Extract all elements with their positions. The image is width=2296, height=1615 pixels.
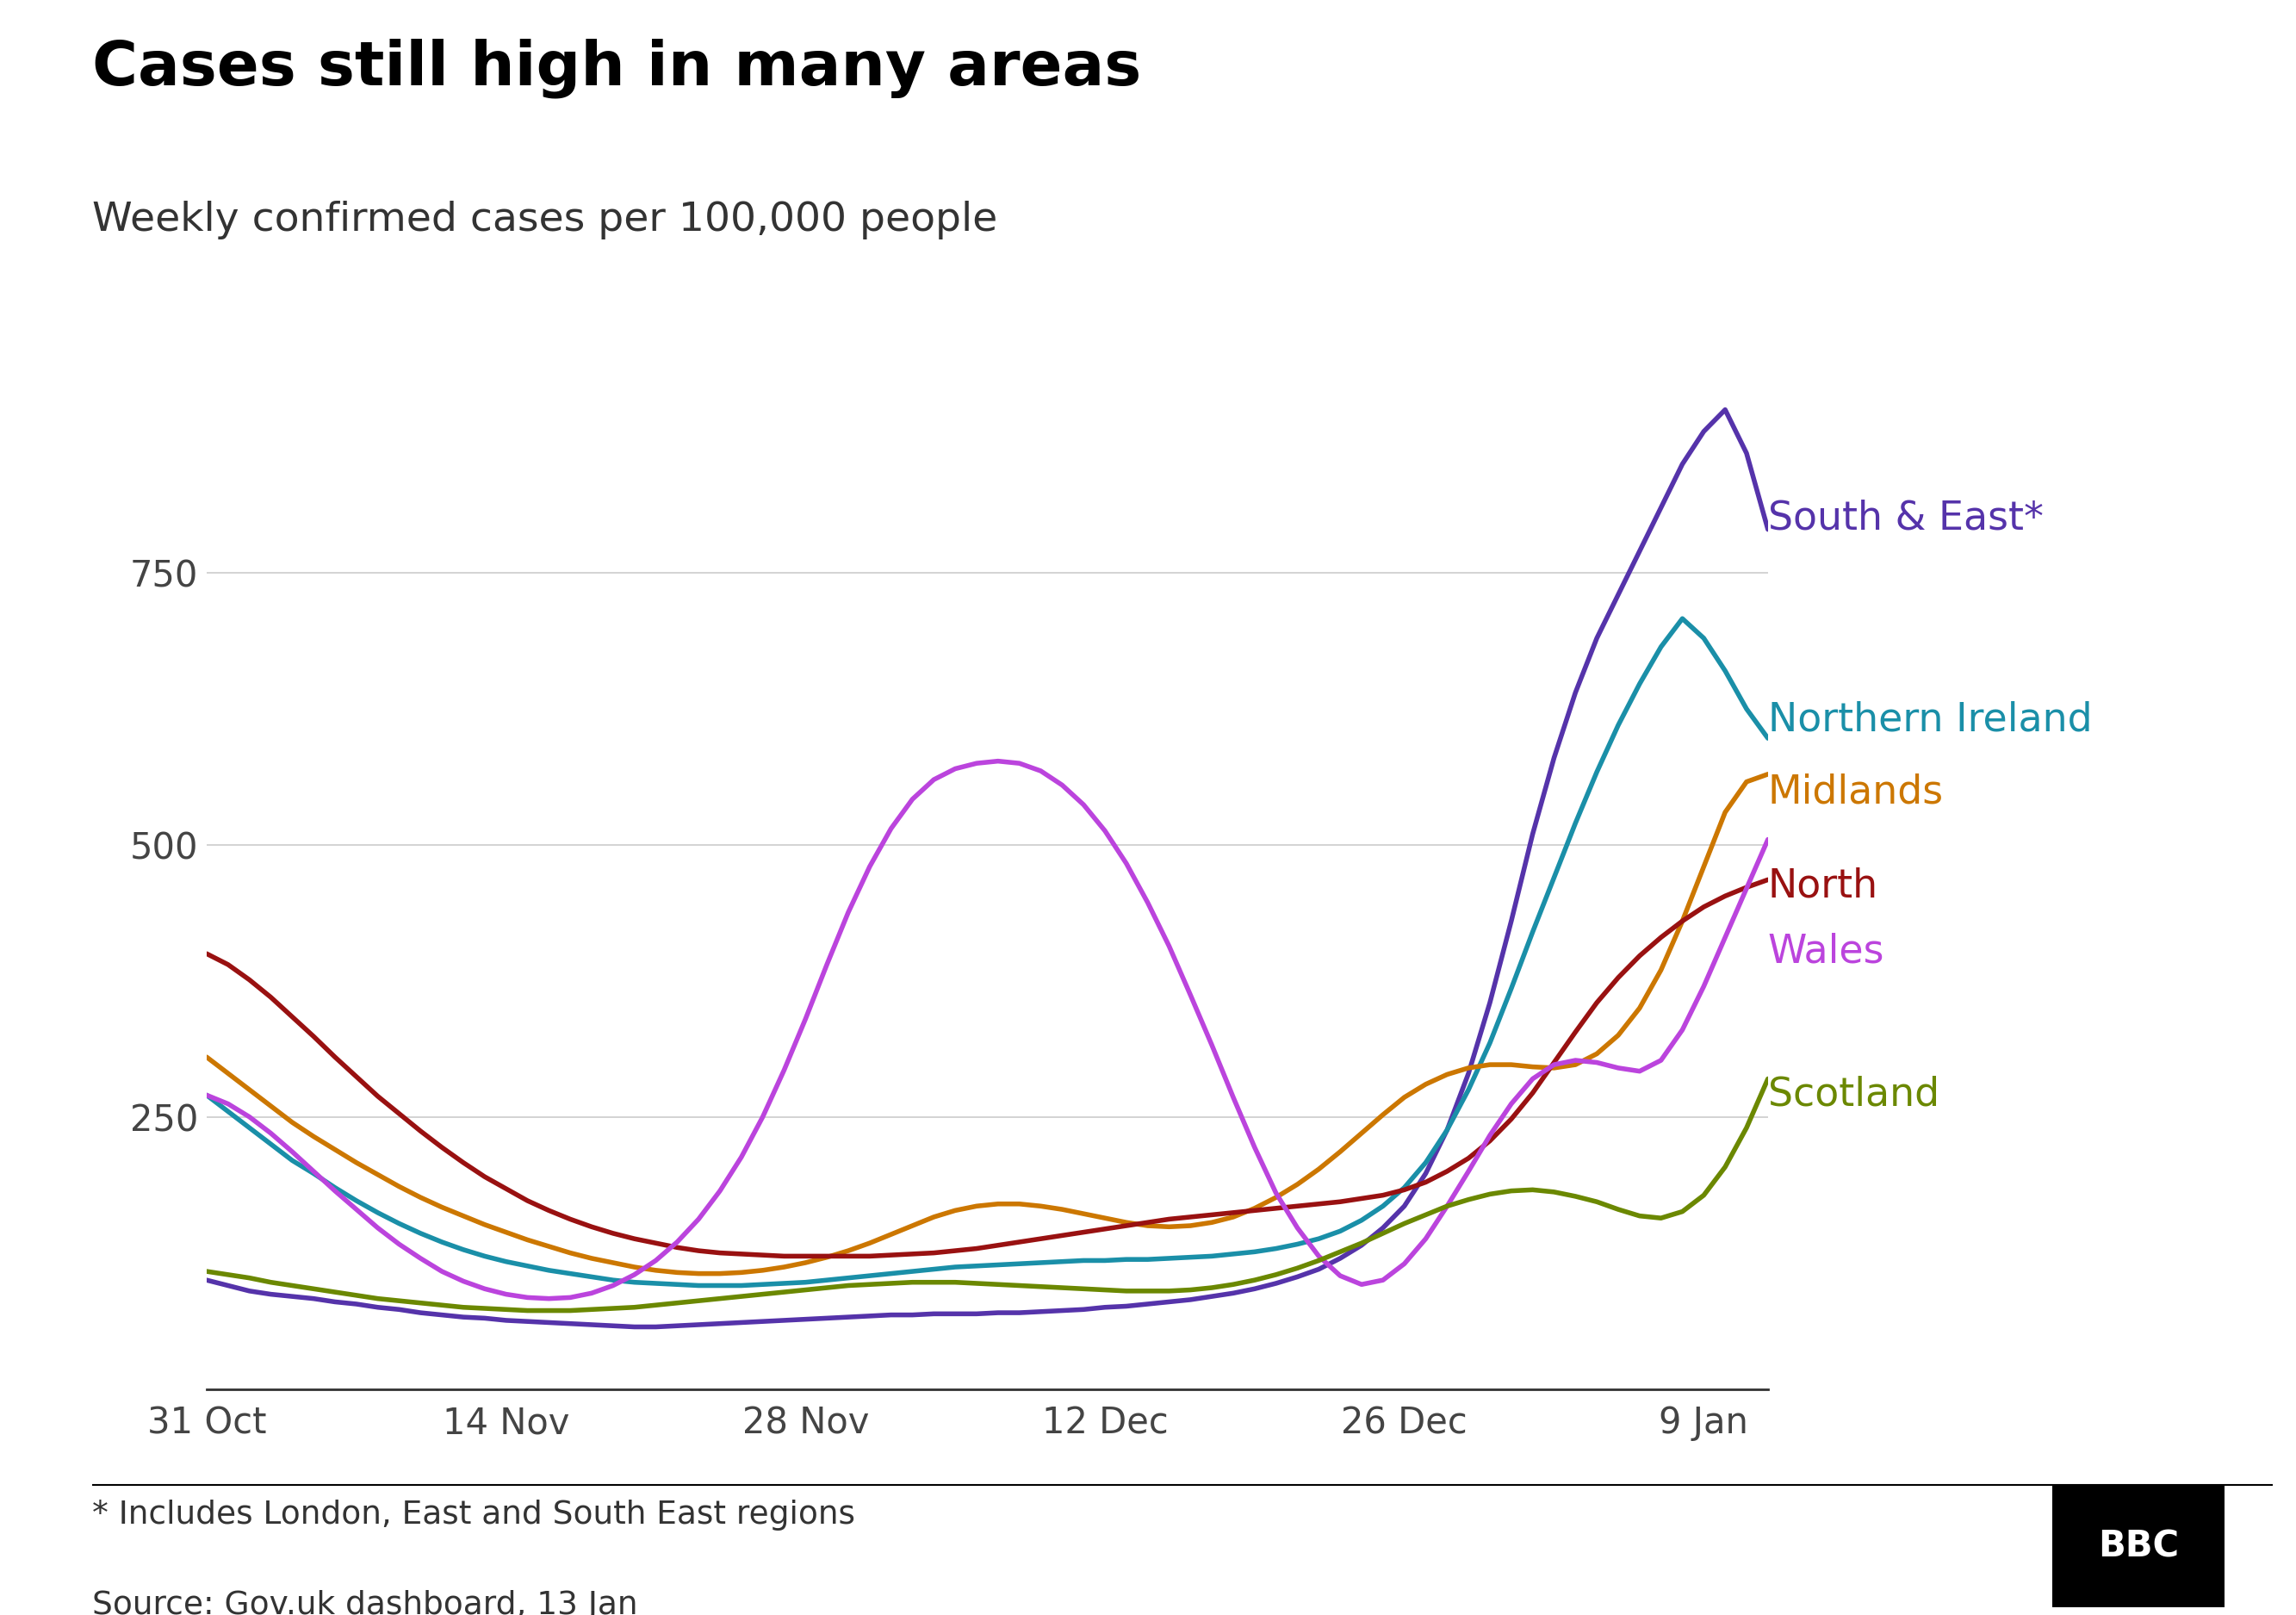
Text: Source: Gov.uk dashboard, 13 Jan: Source: Gov.uk dashboard, 13 Jan <box>92 1589 638 1615</box>
Text: Scotland: Scotland <box>1768 1076 1940 1114</box>
Text: Northern Ireland: Northern Ireland <box>1768 701 2092 740</box>
Text: Cases still high in many areas: Cases still high in many areas <box>92 39 1141 99</box>
Text: BBC: BBC <box>2099 1528 2179 1565</box>
Text: Midlands: Midlands <box>1768 774 1945 812</box>
Text: North: North <box>1768 867 1878 906</box>
Text: Weekly confirmed cases per 100,000 people: Weekly confirmed cases per 100,000 peopl… <box>92 200 996 239</box>
Text: * Includes London, East and South East regions: * Includes London, East and South East r… <box>92 1499 854 1531</box>
Text: Wales: Wales <box>1768 932 1885 971</box>
Text: South & East*: South & East* <box>1768 499 2043 538</box>
